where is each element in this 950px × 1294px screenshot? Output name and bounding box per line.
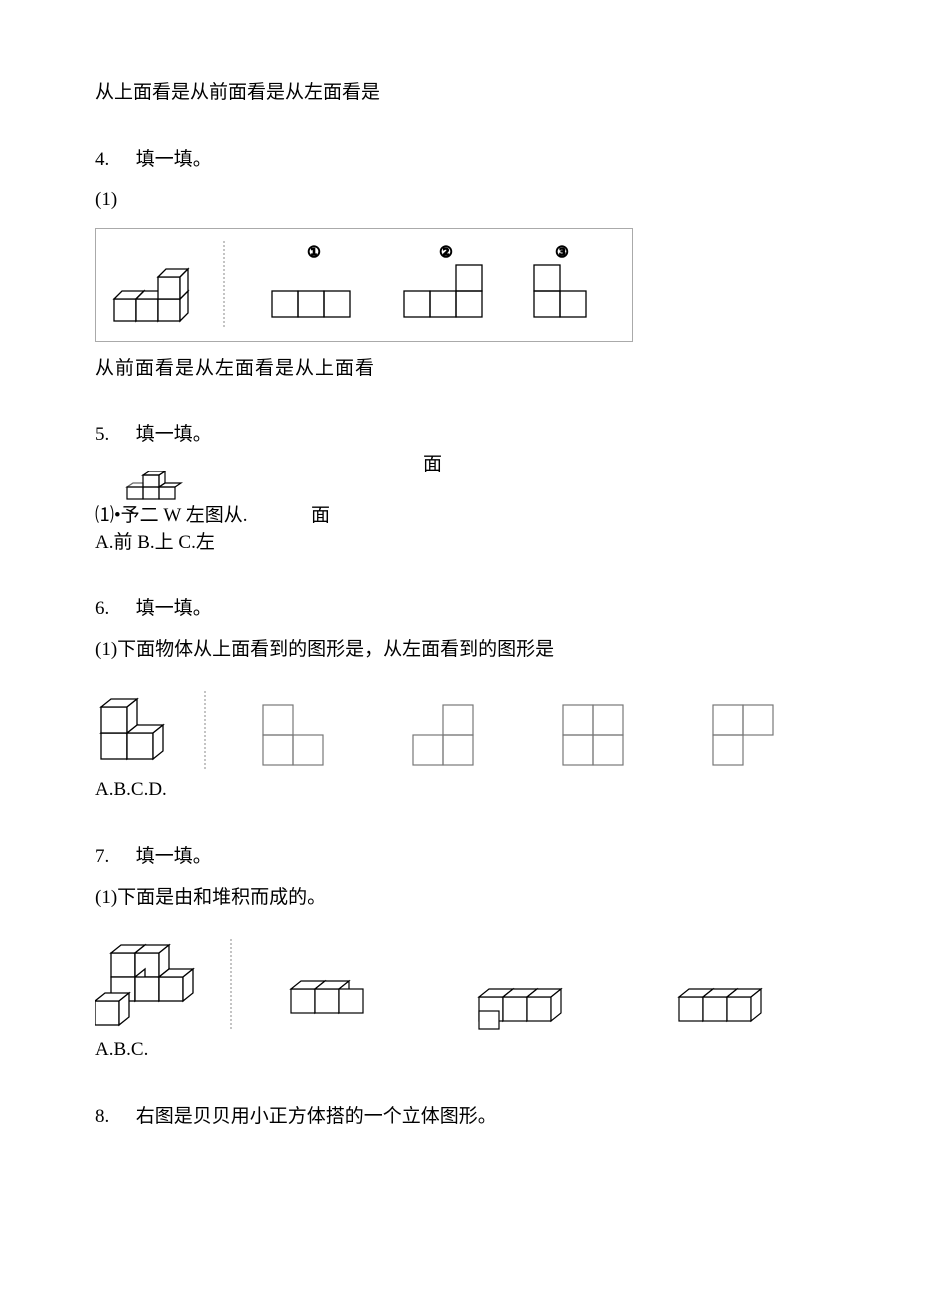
page: 从上面看是从前面看是从左面看是 4. 填一填。 (1) (0, 0, 950, 1294)
q7-opt-b (475, 971, 605, 1031)
q7-text: 填一填。 (136, 846, 212, 867)
q7-solid (95, 939, 215, 1031)
q8-text: 右图是贝贝用小正方体搭的一个立体图形。 (136, 1106, 497, 1127)
q4-label-1: ① (307, 245, 320, 261)
q5-line1: ⑴•予二 W 左图从. 面 (95, 503, 855, 530)
q7-choices: A.B.C. (95, 1037, 855, 1064)
q7-figures (95, 939, 855, 1031)
q4-figure-svg: ① ② ③ (104, 235, 608, 335)
q5-heading: 5. 填一填。 (95, 422, 855, 449)
q7-opt-c (675, 971, 805, 1031)
q6-opt-c (557, 699, 637, 771)
q6-sub: (1)下面物体从上面看到的图形是，从左面看到的图形是 (95, 637, 855, 664)
q7-heading: 7. 填一填。 (95, 844, 855, 871)
q7-num: 7. (95, 844, 131, 871)
q4-num: 4. (95, 147, 131, 174)
q5-choices: A.前 B.上 C.左 (95, 530, 855, 557)
q6-divider (199, 691, 211, 771)
q4-figure-box: ① ② ③ (95, 228, 633, 342)
q4-heading: 4. 填一填。 (95, 147, 855, 174)
q4-label-3: ③ (555, 245, 568, 261)
q8-heading: 8. 右图是贝贝用小正方体搭的一个立体图形。 (95, 1104, 855, 1131)
q6-choices: A.B.C.D. (95, 777, 855, 804)
q6-solid (95, 691, 187, 771)
q5-text: 填一填。 (136, 424, 212, 445)
q5-line1-b: 面 (311, 505, 330, 526)
q5-sketch (119, 471, 215, 505)
q4-text: 填一填。 (136, 149, 212, 170)
q4-label-2: ② (439, 245, 452, 261)
q8-num: 8. (95, 1104, 131, 1131)
q6-heading: 6. 填一填。 (95, 596, 855, 623)
q6-num: 6. (95, 596, 131, 623)
q7-opt-a (285, 971, 405, 1031)
q5-num: 5. (95, 422, 131, 449)
q5-face-right: 面 (423, 449, 442, 476)
q6-text: 填一填。 (136, 598, 212, 619)
q6-opt-a (257, 699, 337, 771)
q7-divider (225, 939, 237, 1031)
q3-caption: 从上面看是从前面看是从左面看是 (95, 80, 855, 107)
q4-caption: 从前面看是从左面看是从上面看 (95, 356, 855, 383)
q5-line1-a: ⑴•予二 W 左图从. (95, 505, 248, 526)
q4-sub: (1) (95, 187, 855, 214)
q6-opt-d (707, 699, 787, 771)
q6-figures (95, 691, 855, 771)
q7-sub: (1)下面是由和堆积而成的。 (95, 885, 855, 912)
q6-opt-b (407, 699, 487, 771)
